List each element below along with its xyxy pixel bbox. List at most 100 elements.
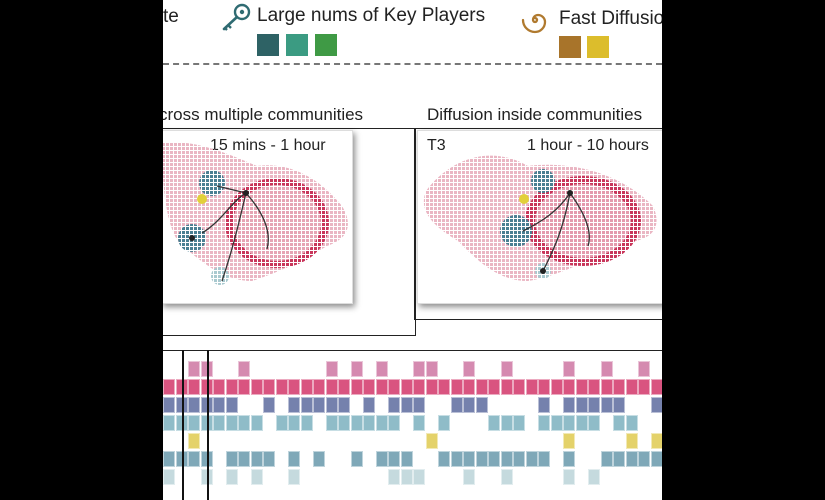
timeline-cell [200,469,213,485]
legend-key-players-label: Large nums of Key Players [257,5,486,26]
network-card-right: T3 1 hour - 10 hours [417,130,662,304]
fast-diffusion-swatch-1 [559,36,581,58]
left-frame [163,128,416,336]
timeline-cell [288,379,300,395]
timeline-cell [300,397,313,413]
card-right-tag: T3 [427,137,446,154]
timeline-cell [625,451,638,467]
timeline-cell [400,397,413,413]
timeline-cell [188,451,200,467]
timeline-cell [438,451,450,467]
timeline-cell [600,451,613,467]
timeline-cell [575,415,588,431]
timeline-cell [238,361,250,377]
timeline-cell [225,469,238,485]
timeline-cell [638,379,650,395]
timeline-cell [313,451,325,467]
card-right-time: 1 hour - 10 hours [527,137,649,154]
timeline-cell [163,397,175,413]
timeline-cell [288,451,300,467]
timeline-cell [463,469,475,485]
timeline-cell [225,415,238,431]
key-players-swatch-2 [286,34,308,56]
key-players-swatch-1 [257,34,279,56]
timeline-cell [213,397,225,413]
timeline-cell [500,469,513,485]
timeline-cell [475,379,488,395]
timeline-cell [613,451,625,467]
timeline-cell [425,361,438,377]
timeline-cell [513,379,525,395]
timeline-cell [563,379,575,395]
timeline-cell [500,361,513,377]
timeline-cell [225,379,238,395]
timeline-cell [313,397,325,413]
timeline-cell [213,379,225,395]
timeline-cell [188,397,200,413]
timeline-cell [375,415,388,431]
timeline-cell [625,433,638,449]
timeline-cell [563,451,575,467]
timeline-cell [413,361,425,377]
timeline-cell [563,361,575,377]
timeline-cell [200,415,213,431]
timeline-cell [525,451,538,467]
timeline-cell [450,379,463,395]
timeline-cell [388,415,400,431]
timeline-cell [188,433,200,449]
timeline-cell [538,451,550,467]
timeline-cell [300,415,313,431]
timeline-cell [363,415,375,431]
timeline-cell [225,451,238,467]
timeline-cell [325,415,338,431]
timeline-cell [200,451,213,467]
timeline-cell [513,451,525,467]
section-title-right: Diffusion inside communities [427,105,643,124]
timeline-cell [213,415,225,431]
timeline-cell [350,361,363,377]
timeline-cell [463,397,475,413]
timeline-cell [563,397,575,413]
timeline-cell [275,379,288,395]
timeline-cell [600,397,613,413]
timeline-cell [288,415,300,431]
timeline-cell [550,415,563,431]
timeline-cell [450,451,463,467]
timeline-cell [188,361,200,377]
timeline-cell [188,379,200,395]
legend-partial-label: te [163,6,179,27]
timeline-cell [413,415,425,431]
timeline-cell [200,397,213,413]
card-left-time: 15 mins - 1 hour [210,137,326,154]
timeline-cell [375,379,388,395]
timeline-cell [525,379,538,395]
timeline-cell [375,361,388,377]
timeline-cell [563,415,575,431]
timeline-cell [263,397,275,413]
timeline-cell [613,379,625,395]
timeline-cell [300,379,313,395]
timeline-cell [488,379,500,395]
timeline-cell [413,469,425,485]
timeline-cell [550,379,563,395]
timeline-cell [588,379,600,395]
timeline-cell [263,451,275,467]
timeline-cell [325,361,338,377]
timeline-cell [388,397,400,413]
timeline-cell [175,397,188,413]
timeline-cell [263,379,275,395]
timeline-cell [163,469,175,485]
spiral-icon [519,4,551,36]
timeline-cell [288,397,300,413]
timeline-cell [388,469,400,485]
timeline-cell [175,451,188,467]
figure-panel: te Large nums of Key Players Fast Diffus… [163,0,662,500]
timeline-cell [363,397,375,413]
timeline-cell [600,361,613,377]
dashed-separator [163,63,662,65]
timeline-cell [325,379,338,395]
timeline-cell [650,451,662,467]
timeline-cell [288,469,300,485]
timeline-cell [388,451,400,467]
section-title-left: cross multiple communities [163,105,364,124]
